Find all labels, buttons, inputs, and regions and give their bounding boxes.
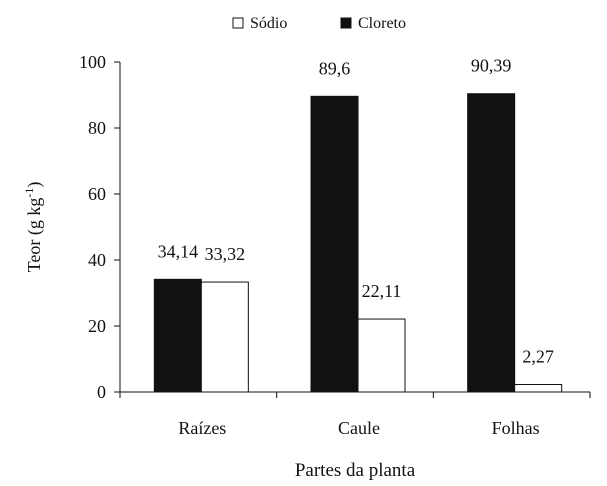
bar-cloreto-caule <box>310 95 359 393</box>
bar-sodio-folhas <box>514 384 563 393</box>
data-label-cloreto-raizes: 34,14 <box>158 241 199 261</box>
data-label-sodio-caule: 22,11 <box>362 281 402 301</box>
legend-label-cloreto: Cloreto <box>358 15 406 32</box>
bar-sodio-caule <box>357 318 406 393</box>
bar-cloreto-folhas <box>467 93 516 393</box>
bar-sodio-raizes <box>200 281 249 393</box>
y-axis-title-close: ) <box>24 182 45 188</box>
legend-item-cloreto: Cloreto <box>340 15 406 32</box>
bars <box>153 93 563 393</box>
x-axis-title: Partes da planta <box>295 460 416 481</box>
y-tick-label: 40 <box>88 250 106 270</box>
y-axis: 0 20 40 60 80 100 <box>79 52 121 402</box>
bar-cloreto-raizes <box>153 278 202 393</box>
x-tick-label-folhas: Folhas <box>492 418 540 438</box>
y-tick-label: 20 <box>88 316 106 336</box>
data-label-cloreto-folhas: 90,39 <box>471 56 512 76</box>
data-label-sodio-raizes: 33,32 <box>205 244 246 264</box>
y-ticks: 0 20 40 60 80 100 <box>79 52 120 402</box>
y-axis-title-main: Teor (g kg <box>24 198 45 273</box>
legend: Sódio Cloreto <box>232 15 406 32</box>
legend-swatch-sodio <box>232 17 244 29</box>
y-tick-label: 80 <box>88 118 106 138</box>
x-axis: Raízes Caule Folhas <box>119 391 591 438</box>
x-tick-label-caule: Caule <box>338 418 380 438</box>
y-tick-label: 60 <box>88 184 106 204</box>
legend-label-sodio: Sódio <box>250 15 287 32</box>
y-tick-label: 100 <box>79 52 106 72</box>
x-tick-label-raizes: Raízes <box>178 418 226 438</box>
data-label-cloreto-caule: 89,6 <box>319 58 351 78</box>
bar-data-labels: 34,14 33,32 89,6 22,11 90,39 2,27 <box>158 56 554 367</box>
x-ticks: Raízes Caule Folhas <box>119 392 591 438</box>
legend-item-sodio: Sódio <box>232 15 287 32</box>
legend-swatch-cloreto <box>340 17 352 29</box>
data-label-sodio-folhas: 2,27 <box>522 347 554 367</box>
y-axis-title-superscript: -1 <box>22 188 36 198</box>
y-axis-title: Teor (g kg-1) <box>22 182 45 273</box>
y-tick-label: 0 <box>97 382 106 402</box>
